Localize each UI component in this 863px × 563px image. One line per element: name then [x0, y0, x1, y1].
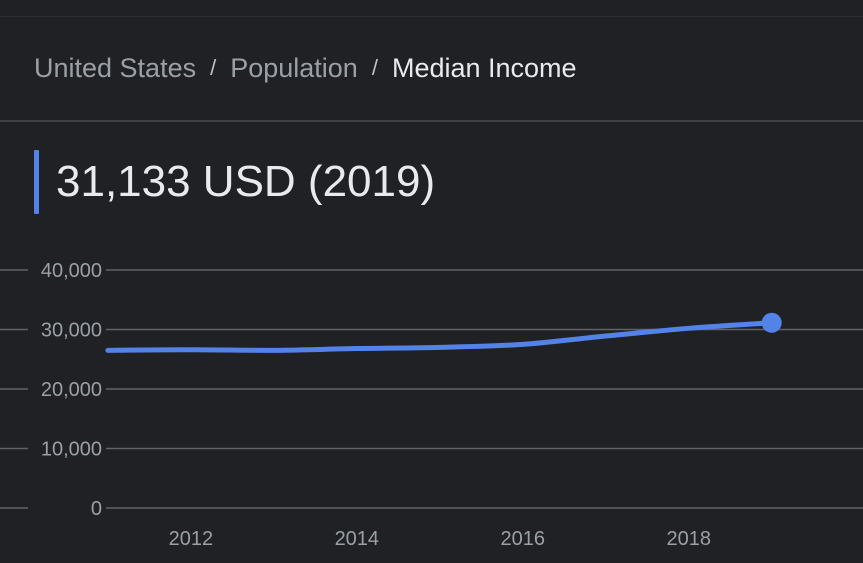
header-divider	[0, 120, 863, 122]
y-tick-label: 0	[91, 498, 102, 520]
data-point	[271, 347, 277, 353]
series-line-median-income	[105, 320, 775, 353]
breadcrumb-link-population[interactable]: Population	[230, 53, 358, 83]
x-tick-label: 2018	[666, 528, 711, 550]
data-point	[105, 347, 111, 353]
headline-value: 31,133 USD (2019)	[56, 157, 436, 206]
y-tick-label: 30,000	[41, 320, 102, 342]
y-tick-label: 20,000	[41, 379, 102, 401]
headline-accent-bar	[34, 150, 39, 214]
data-point	[437, 344, 443, 350]
data-point-latest	[761, 312, 782, 333]
breadcrumb-link-united-states[interactable]: United States	[34, 53, 197, 83]
data-point	[188, 347, 194, 353]
x-tick-label: 2016	[501, 528, 546, 550]
breadcrumb-separator: /	[371, 55, 378, 80]
data-point	[686, 325, 692, 331]
y-tick-label: 10,000	[41, 439, 102, 461]
y-tick-label: 40,000	[41, 260, 102, 282]
data-point	[520, 341, 526, 347]
x-tick-label: 2014	[335, 528, 380, 550]
breadcrumb: United States / Population / Median Inco…	[34, 50, 577, 86]
breadcrumb-separator: /	[210, 55, 217, 80]
top-divider	[0, 16, 863, 17]
data-point	[603, 333, 609, 339]
data-point	[354, 346, 360, 352]
x-tick-label: 2012	[169, 528, 214, 550]
breadcrumb-current-median-income: Median Income	[391, 53, 577, 83]
